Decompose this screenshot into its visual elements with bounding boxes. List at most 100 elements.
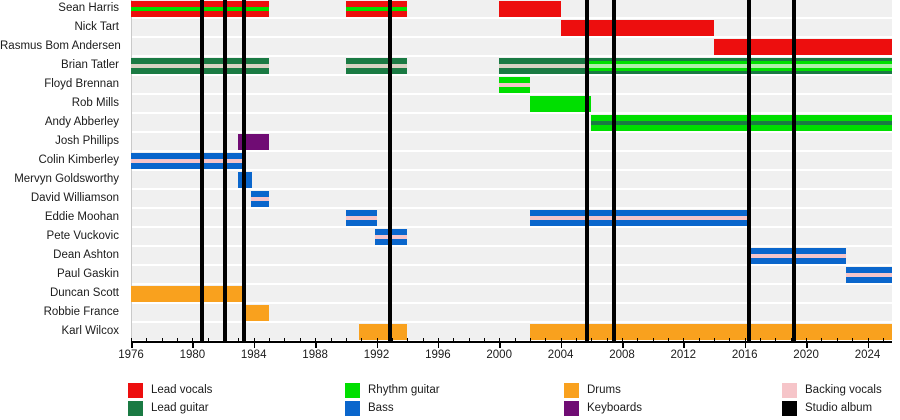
minor-tick <box>714 338 715 341</box>
minor-tick <box>760 338 762 341</box>
studio-album-line <box>241 0 246 341</box>
rhythm-guitar-legend-swatch <box>345 383 360 398</box>
bass-legend-swatch <box>345 401 360 416</box>
timeline-bar <box>499 0 561 17</box>
axis-year-label: 2004 <box>547 349 574 361</box>
minor-tick <box>821 338 823 341</box>
member-label: Pete Vuckovic <box>46 230 119 242</box>
backing-vocals-stripe <box>131 158 242 163</box>
minor-tick <box>315 338 317 341</box>
minor-tick <box>422 338 424 341</box>
axis-year-label: 1992 <box>363 349 390 361</box>
minor-tick <box>330 338 332 341</box>
minor-tick <box>269 338 271 341</box>
studio-album-line <box>199 0 204 341</box>
rhythm-guitar-stripe <box>345 6 408 11</box>
major-tick <box>683 343 685 348</box>
minor-tick <box>668 338 669 341</box>
timeline-bar <box>529 323 892 340</box>
legend-label: Lead vocals <box>151 384 213 396</box>
lead-guitar-stripe <box>591 120 892 125</box>
minor-tick <box>131 338 132 341</box>
row-band <box>131 133 892 150</box>
row-band <box>131 95 892 112</box>
axis-year-label: 2024 <box>854 349 881 361</box>
timeline-bar <box>560 19 714 36</box>
minor-tick <box>529 338 531 341</box>
axis-year-label: 2016 <box>731 349 758 361</box>
minor-tick <box>299 338 301 341</box>
plot-left-border <box>131 0 132 341</box>
row-band <box>131 190 892 207</box>
minor-tick <box>192 338 194 341</box>
legend-label: Studio album <box>805 402 873 414</box>
minor-tick <box>545 338 547 341</box>
minor-tick <box>622 338 623 341</box>
member-label: Colin Kimberley <box>38 154 119 166</box>
member-label: Karl Wilcox <box>61 325 119 337</box>
rhythm-guitar-light-stripe <box>588 63 892 68</box>
minor-tick <box>437 338 439 341</box>
backing-vocals-legend-swatch <box>782 383 797 398</box>
studio-album-line <box>222 0 227 341</box>
legend-label: Drums <box>587 384 621 396</box>
member-label: Rasmus Bom Andersen <box>0 40 121 52</box>
member-label: Brian Tatler <box>61 59 119 71</box>
member-label: Nick Tart <box>74 21 119 33</box>
x-axis-line <box>131 341 892 343</box>
minor-tick <box>560 338 562 341</box>
axis-year-label: 1996 <box>425 349 451 361</box>
timeline-bar <box>238 133 270 150</box>
row-band <box>131 304 892 321</box>
backing-vocals-stripe <box>846 272 892 277</box>
axis-year-label: 2012 <box>670 349 697 361</box>
legend-label: Rhythm guitar <box>368 384 440 396</box>
minor-tick <box>468 338 470 341</box>
minor-tick <box>729 338 731 341</box>
studio-album-line <box>388 0 393 341</box>
backing-vocals-stripe <box>750 253 846 258</box>
minor-tick <box>146 338 148 341</box>
timeline-bar <box>588 60 892 71</box>
lead-vocals-legend-swatch <box>128 383 143 398</box>
row-band <box>131 38 892 55</box>
timeline-bar <box>345 57 408 74</box>
timeline-bar <box>591 114 892 131</box>
member-label: Floyd Brennan <box>44 78 119 90</box>
major-tick <box>376 343 378 348</box>
minor-tick <box>453 338 455 341</box>
studio-album-line <box>791 0 796 341</box>
timeline-bar <box>243 304 270 321</box>
minor-tick <box>238 338 240 341</box>
member-label: Andy Abberley <box>44 116 119 128</box>
minor-tick <box>882 338 884 341</box>
studio-album-line <box>746 0 751 341</box>
major-tick <box>499 343 501 348</box>
minor-tick <box>345 338 347 341</box>
axis-year-label: 1984 <box>240 349 267 361</box>
lead-guitar-legend-swatch <box>128 401 143 416</box>
studio-album-line <box>612 0 617 341</box>
minor-tick <box>867 338 869 341</box>
major-tick <box>744 343 747 348</box>
member-label: Rob Mills <box>71 97 119 109</box>
timeline-bar <box>529 209 751 226</box>
member-label: David Williamson <box>30 192 119 204</box>
legend-label: Bass <box>368 402 394 414</box>
axis-year-label: 1980 <box>179 349 206 361</box>
minor-tick <box>177 338 178 341</box>
minor-tick <box>836 338 838 341</box>
minor-tick <box>361 338 363 341</box>
member-label: Josh Phillips <box>55 135 119 147</box>
minor-tick <box>499 338 501 341</box>
row-band <box>131 152 892 169</box>
member-label: Robbie France <box>43 306 119 318</box>
major-tick <box>437 343 440 348</box>
axis-year-label: 2008 <box>609 349 635 361</box>
timeline-bar <box>251 190 269 207</box>
row-band <box>131 247 892 264</box>
minor-tick <box>652 338 654 341</box>
minor-tick <box>514 338 516 341</box>
